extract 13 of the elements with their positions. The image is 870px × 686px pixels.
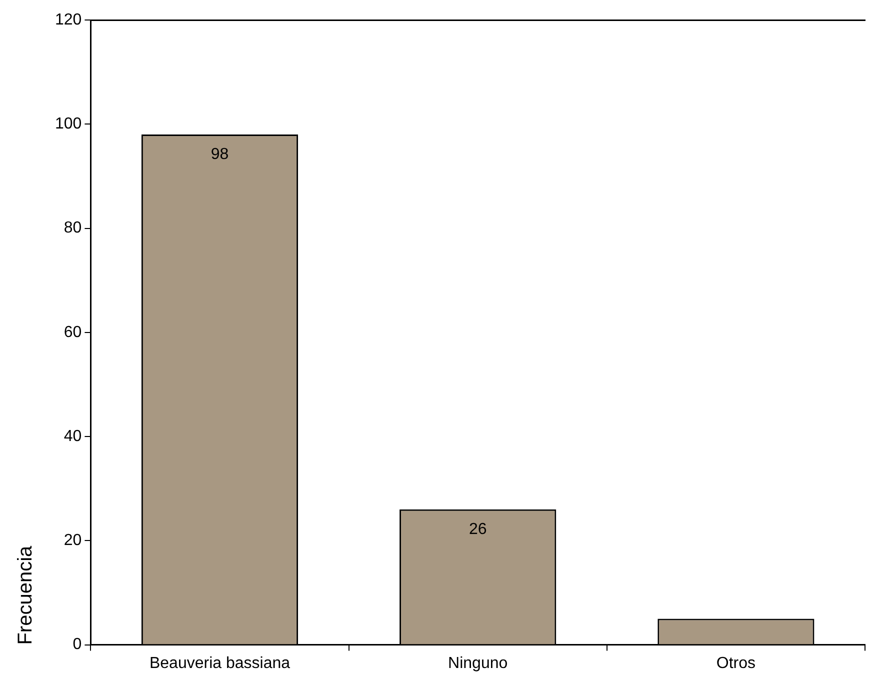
- y-tick-label: 100: [54, 116, 82, 133]
- y-tick-label: 40: [64, 428, 82, 445]
- x-tick-label: Beauveria bassiana: [149, 654, 290, 672]
- y-tick-label: 0: [72, 636, 82, 654]
- y-tick-label: 60: [64, 324, 82, 341]
- data-label: 26: [468, 520, 487, 538]
- x-tick-label: Ninguno: [448, 654, 508, 672]
- y-tick-label: 80: [64, 220, 82, 237]
- y-axis-title: Frecuencia: [14, 544, 37, 645]
- x-tick-label: Otros: [716, 654, 756, 672]
- data-label: 98: [210, 146, 229, 163]
- y-tick-label: 120: [54, 11, 82, 28]
- y-tick-label: 20: [64, 532, 82, 550]
